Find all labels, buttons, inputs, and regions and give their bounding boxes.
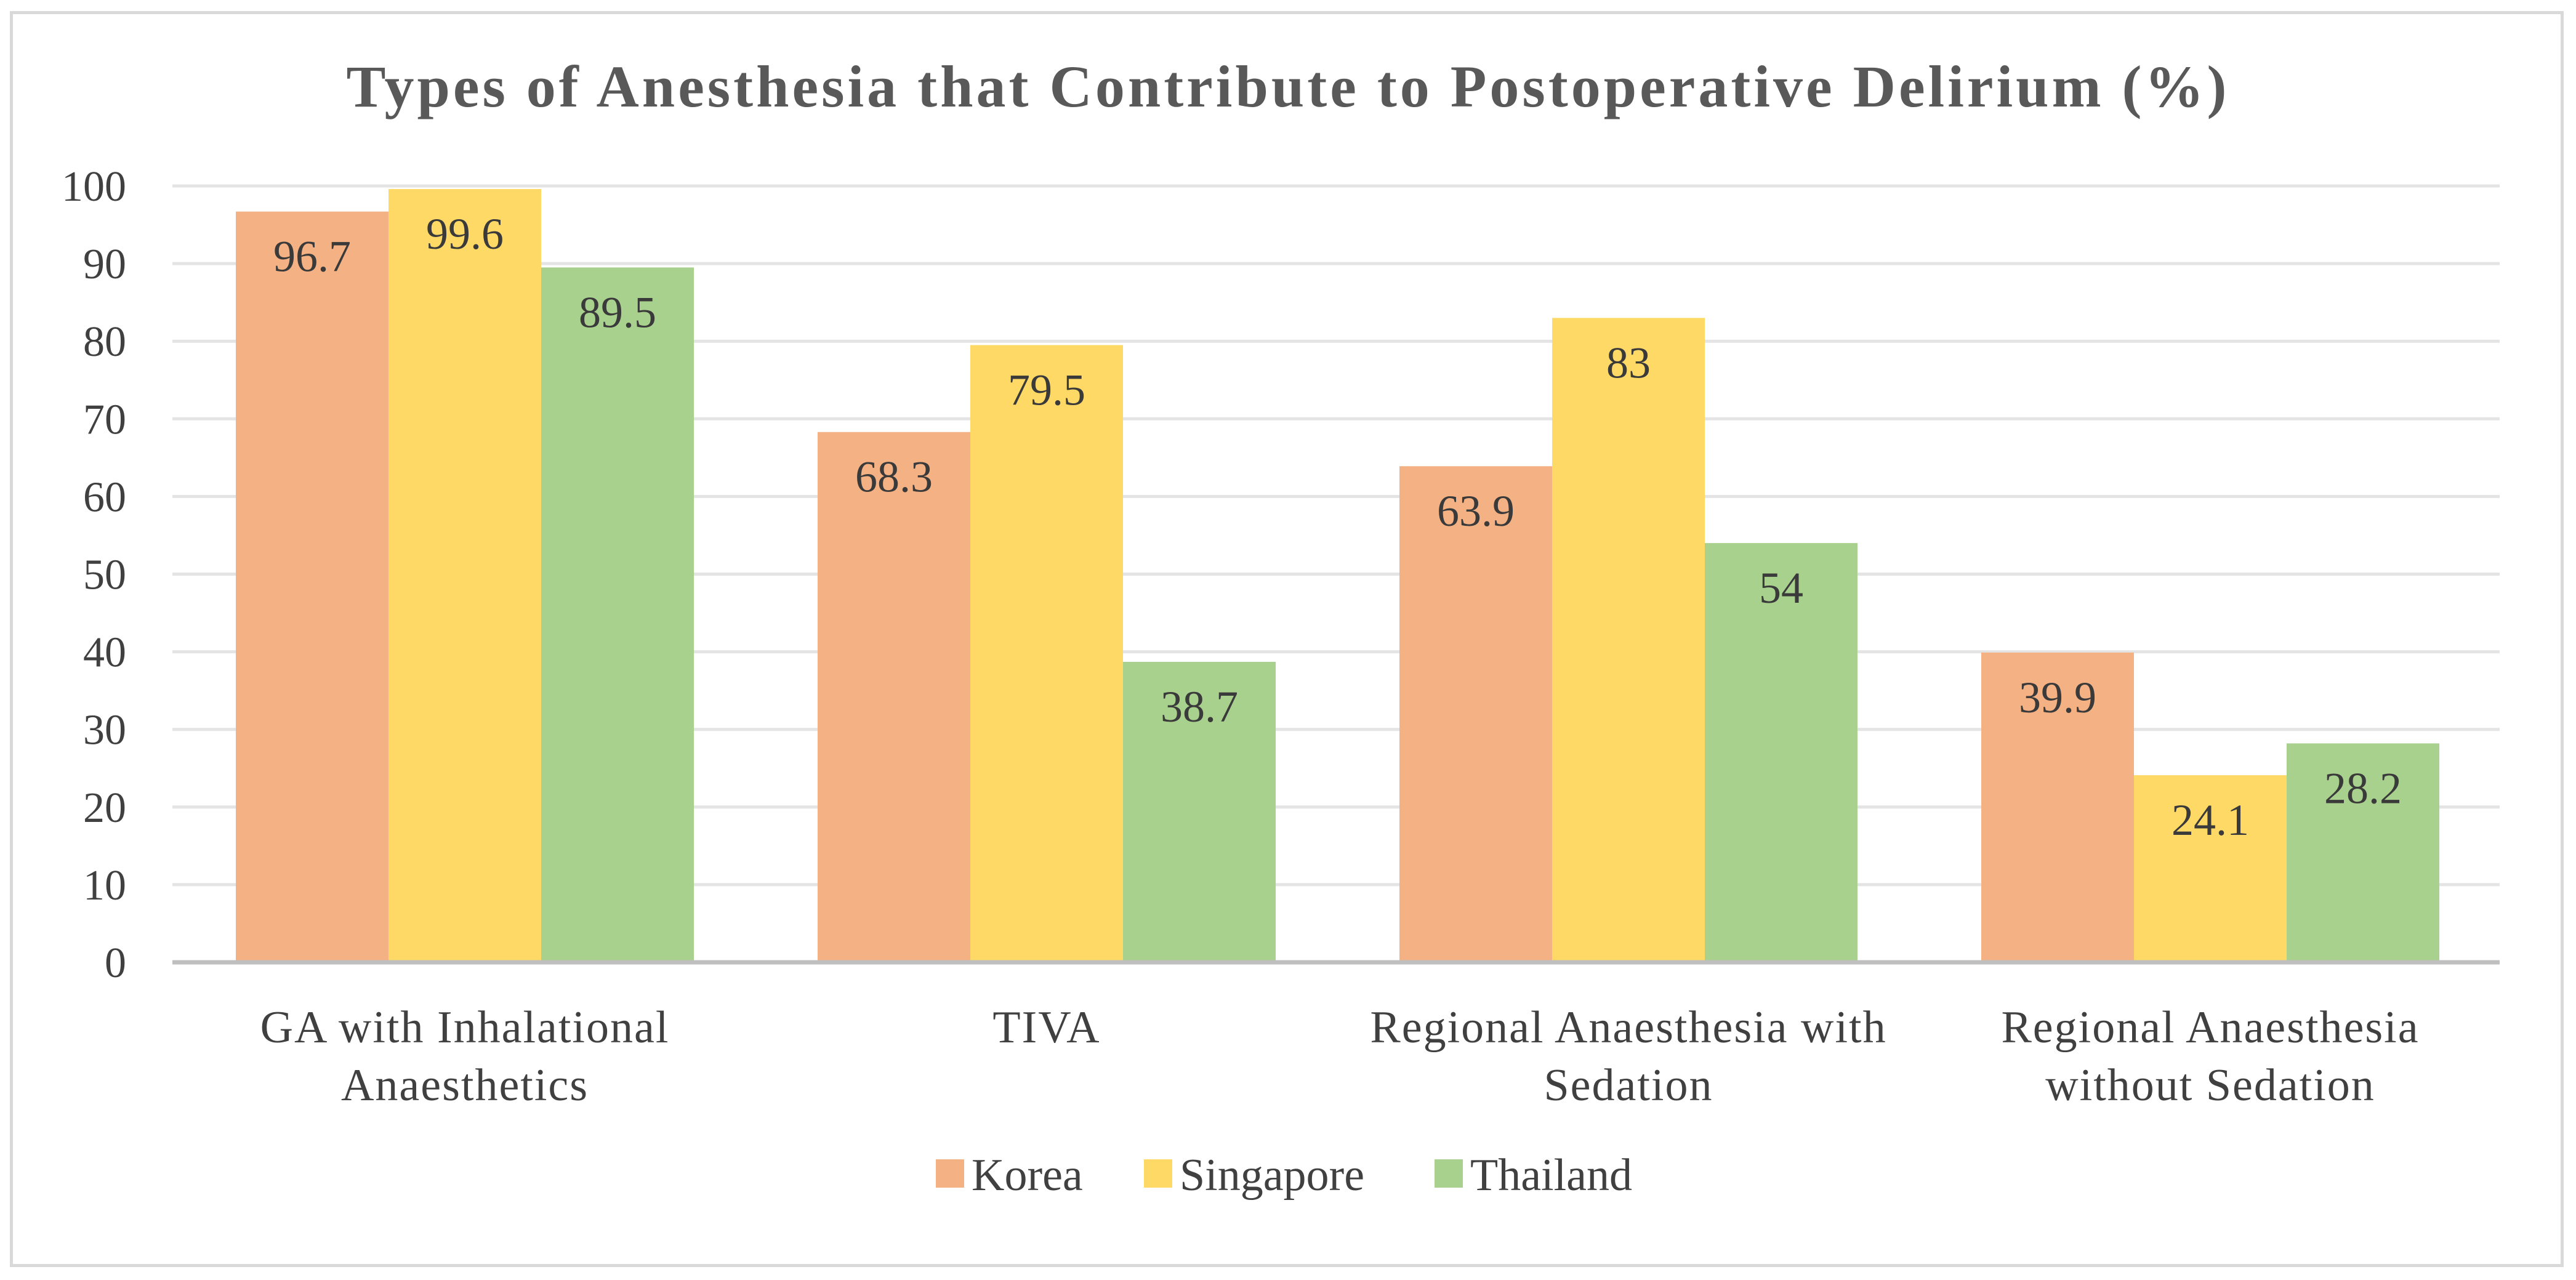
y-tick-label: 60: [83, 473, 126, 521]
y-tick-label: 40: [83, 629, 126, 677]
bar-singapore: [388, 189, 541, 963]
y-tick-label: 80: [83, 318, 126, 366]
data-label: 79.5: [1008, 366, 1085, 415]
legend-swatch-thailand: [1435, 1159, 1463, 1188]
category-label: Regional Anaesthesia with: [1370, 1002, 1886, 1053]
data-label: 96.7: [273, 232, 351, 281]
bars: [236, 189, 2439, 963]
legend: Korea Singapore Thailand: [936, 1150, 1632, 1201]
bar-thailand: [1705, 543, 1858, 962]
bar-thailand: [2287, 743, 2439, 962]
data-label: 24.1: [2171, 795, 2249, 845]
bar-singapore: [970, 345, 1123, 962]
data-label: 83: [1606, 338, 1651, 387]
bar-thailand: [1123, 661, 1276, 962]
y-tick-label: 100: [62, 163, 126, 211]
y-tick-label: 90: [83, 241, 126, 288]
y-tick-label: 70: [83, 396, 126, 443]
data-label: 68.3: [855, 453, 933, 502]
category-label: GA with Inhalational: [260, 1002, 670, 1053]
bar-korea: [236, 211, 388, 962]
data-labels: 96.7 68.3 63.9 39.9 99.6 79.5 83 24.1 89.5 38.7 54…: [273, 209, 2402, 845]
bar-thailand: [541, 267, 694, 962]
legend-swatch-korea: [936, 1159, 964, 1188]
data-label: 39.9: [2019, 673, 2096, 722]
category-label: Regional Anaesthesia: [2001, 1002, 2419, 1053]
bar-korea: [1399, 466, 1552, 962]
legend-swatch-singapore: [1144, 1159, 1172, 1188]
category-label: without Sedation: [2045, 1060, 2375, 1111]
data-label: 63.9: [1437, 486, 1515, 536]
data-label: 28.2: [2324, 763, 2402, 813]
axes: 0 10 20 30 40 50 60 70 80 90 100 GA with Inhalation…: [62, 163, 2500, 1111]
bar-korea: [818, 432, 970, 962]
data-label: 99.6: [426, 209, 504, 259]
chart-title: Types of Anesthesia that Contribute to P…: [347, 54, 2230, 119]
bar-korea: [1981, 652, 2134, 962]
legend-label-korea: Korea: [972, 1150, 1083, 1201]
data-label: 89.5: [579, 288, 656, 337]
category-label: TIVA: [992, 1002, 1100, 1053]
category-label: Sedation: [1544, 1060, 1713, 1111]
y-tick-label: 20: [83, 784, 126, 832]
data-label: 38.7: [1161, 682, 1238, 731]
legend-label-thailand: Thailand: [1470, 1150, 1632, 1201]
bar-singapore: [2134, 775, 2287, 962]
bar-singapore: [1552, 318, 1705, 962]
y-tick-label: 10: [83, 862, 126, 909]
category-label: Anaesthetics: [341, 1060, 589, 1111]
data-label: 54: [1759, 563, 1803, 613]
legend-label-singapore: Singapore: [1180, 1150, 1364, 1201]
y-tick-label: 50: [83, 552, 126, 599]
y-tick-label: 0: [105, 940, 126, 987]
y-tick-label: 30: [83, 707, 126, 754]
